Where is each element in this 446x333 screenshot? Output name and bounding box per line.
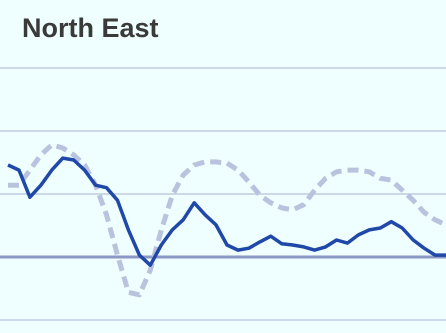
- series-line: [7, 156, 446, 267]
- series-line: [8, 142, 446, 298]
- chart-title: North East: [22, 13, 159, 43]
